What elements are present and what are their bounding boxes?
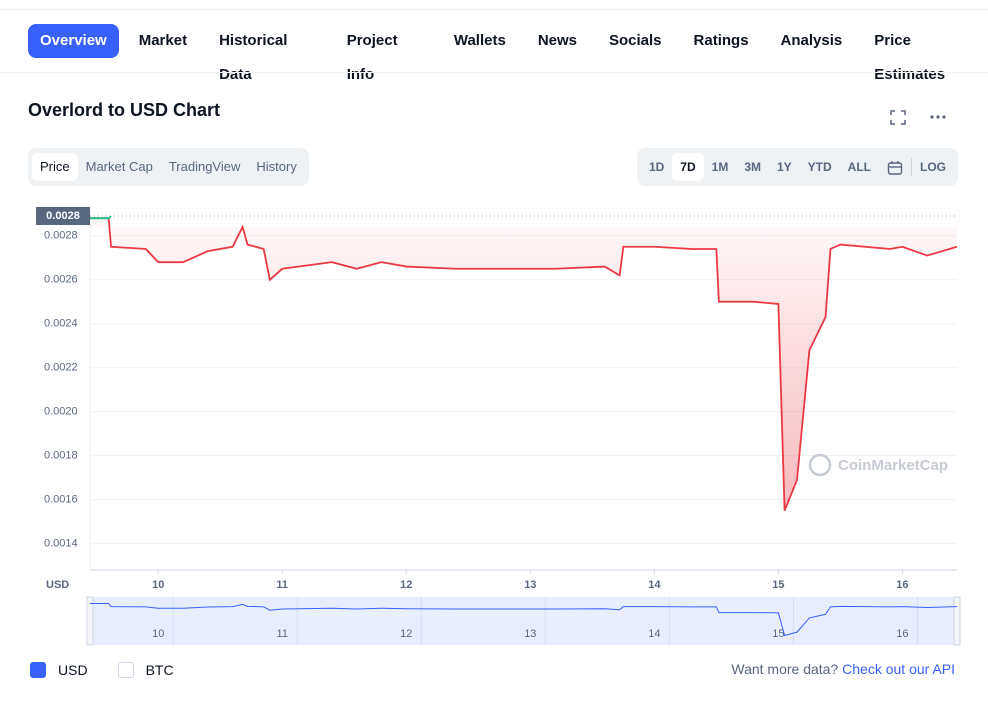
- area: [90, 218, 957, 511]
- price-badge: [36, 206, 90, 225]
- range-button[interactable]: YTD: [807, 160, 832, 174]
- currency-toggle[interactable]: BTC: [117, 660, 174, 680]
- nav-tab[interactable]: Historical Data: [219, 32, 288, 83]
- nav-tab[interactable]: Project Info: [346, 32, 398, 83]
- x-tick-label: 13: [524, 579, 536, 591]
- nav-tab[interactable]: Price Estimates: [874, 32, 946, 83]
- nav: Overview Market Historical Data Project Inf…: [28, 24, 988, 83]
- x-tick-label: 15: [772, 579, 784, 591]
- navigator-line: [90, 602, 958, 637]
- x-tick-label: 16: [896, 579, 908, 591]
- currency-toggle[interactable]: USD: [30, 660, 88, 680]
- footer-text: Want more data?: [731, 661, 839, 677]
- x-tick-label: 12: [400, 579, 412, 591]
- navigator-label: 11: [277, 628, 288, 640]
- price-badge-label: 0.0028: [46, 210, 80, 222]
- divider: [0, 9, 988, 10]
- chart-tab[interactable]: TradingView: [168, 159, 241, 174]
- range-button[interactable]: ALL: [847, 160, 871, 174]
- nav-tab[interactable]: Socials: [609, 32, 662, 49]
- y-tick-label: 0.0024: [44, 318, 78, 330]
- navigator[interactable]: [90, 597, 957, 645]
- title: Overlord to USD Chart: [28, 100, 221, 120]
- chart-tab[interactable]: Price: [32, 153, 78, 181]
- y-tick-label: 0.0014: [44, 538, 78, 550]
- navigator-label: 10: [152, 628, 164, 640]
- currency-label: USD: [58, 662, 88, 678]
- x-tick-label: 11: [276, 579, 288, 591]
- price-line: [90, 217, 958, 511]
- y-tick-label: 0.0020: [44, 406, 78, 418]
- currency-label: BTC: [145, 662, 174, 678]
- range-button[interactable]: 3M: [744, 160, 761, 174]
- separator: [911, 158, 912, 176]
- nav-tab[interactable]: Analysis: [780, 32, 843, 49]
- calendar-button[interactable]: [879, 153, 911, 181]
- checkbox[interactable]: [117, 662, 134, 678]
- y-tick-label: 0.0018: [44, 450, 78, 462]
- price-line-rise: [90, 215, 112, 220]
- y-axis-label: USD: [46, 579, 69, 591]
- chart-tab[interactable]: Market Cap: [85, 159, 153, 174]
- navigator-label: 12: [400, 628, 412, 640]
- footer: Want more data? Check out our API: [731, 661, 955, 677]
- navigator-label: 14: [648, 628, 660, 640]
- api-link[interactable]: Check out our API: [842, 661, 955, 677]
- nav-tab[interactable]: Ratings: [693, 32, 749, 49]
- range-button[interactable]: 1D: [648, 160, 665, 174]
- x-tick-label: 14: [648, 579, 661, 591]
- log-button[interactable]: LOG: [920, 160, 946, 174]
- calendar-icon: [887, 160, 903, 175]
- navigator-handle[interactable]: [953, 596, 961, 646]
- range-button[interactable]: 1Y: [776, 160, 792, 174]
- nav-tab[interactable]: News: [537, 32, 577, 49]
- watermark: CoinMarketCap: [808, 453, 948, 477]
- range-button[interactable]: 7D: [672, 153, 704, 181]
- nav-tab[interactable]: Overview: [28, 24, 119, 58]
- more-icon[interactable]: [930, 115, 946, 119]
- nav-tab[interactable]: Market: [138, 32, 188, 49]
- chart-tabs: Price Market Cap TradingView History: [28, 148, 309, 186]
- nav-tab[interactable]: Wallets: [453, 32, 506, 49]
- checkbox[interactable]: [30, 662, 46, 678]
- watermark-logo: [808, 453, 832, 477]
- currency-toggles: USD BTC: [30, 660, 174, 680]
- y-tick-label: 0.0026: [44, 274, 78, 286]
- range-tabs: 1D 7D 1M 3M 1Y YTD ALL LOG: [636, 148, 958, 186]
- range-button[interactable]: 1M: [711, 160, 729, 174]
- expand-icon[interactable]: [890, 110, 906, 125]
- navigator-label: 13: [524, 628, 536, 640]
- chart-tab[interactable]: History: [256, 159, 297, 174]
- y-tick-label: 0.0022: [44, 362, 78, 374]
- navigator-label: 16: [896, 628, 908, 640]
- navigator-label: 15: [772, 628, 784, 640]
- y-tick-label: 0.0028: [44, 230, 78, 242]
- x-tick-label: 10: [152, 579, 164, 591]
- y-tick-label: 0.0016: [44, 494, 78, 506]
- watermark-text: CoinMarketCap: [838, 457, 948, 474]
- navigator-handle[interactable]: [86, 596, 94, 646]
- divider: [0, 72, 988, 73]
